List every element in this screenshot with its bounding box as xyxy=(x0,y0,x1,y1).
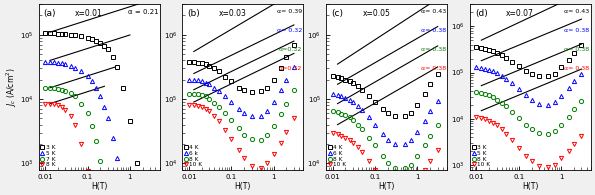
Legend: 4 K, 6 K, 8 K, 10 K: 4 K, 6 K, 8 K, 10 K xyxy=(328,144,347,168)
Legend: 3 K, 5 K, 8 K, 10 K: 3 K, 5 K, 8 K, 10 K xyxy=(472,144,491,168)
Text: α= 0.38: α= 0.38 xyxy=(421,28,446,33)
Y-axis label: $J_c$ (A/cm$^2$): $J_c$ (A/cm$^2$) xyxy=(4,67,18,107)
X-axis label: H(T): H(T) xyxy=(91,182,107,191)
Text: α= 0.32: α= 0.32 xyxy=(277,28,302,33)
Text: x=0.07: x=0.07 xyxy=(506,9,534,18)
X-axis label: H(T): H(T) xyxy=(234,182,251,191)
Text: (a): (a) xyxy=(43,9,56,18)
Text: α= 0.43: α= 0.43 xyxy=(421,9,446,14)
Text: α= 0.38: α= 0.38 xyxy=(565,28,590,33)
X-axis label: H(T): H(T) xyxy=(522,182,538,191)
Text: x=0.01: x=0.01 xyxy=(75,9,103,18)
Text: α= 0.38: α= 0.38 xyxy=(421,47,446,52)
Text: α= 0.38: α= 0.38 xyxy=(565,47,590,52)
Legend: 3 K, 5 K, 7 K, 8 K: 3 K, 5 K, 7 K, 8 K xyxy=(40,144,56,168)
Text: α= 0.38: α= 0.38 xyxy=(565,66,590,71)
Text: α= 0.43: α= 0.43 xyxy=(565,9,590,14)
X-axis label: H(T): H(T) xyxy=(378,182,395,191)
Text: (b): (b) xyxy=(187,9,200,18)
Text: α= 0.38: α= 0.38 xyxy=(421,66,446,71)
Text: x=0.05: x=0.05 xyxy=(362,9,390,18)
Text: (c): (c) xyxy=(331,9,343,18)
Text: α= 0.39: α= 0.39 xyxy=(277,9,302,14)
Legend: 4 K, 6 k, 8 K, 10 K: 4 K, 6 k, 8 K, 10 K xyxy=(184,144,203,168)
Text: α=0.32: α=0.32 xyxy=(279,47,302,52)
Text: α = 0.21: α = 0.21 xyxy=(128,9,158,15)
Text: (d): (d) xyxy=(475,9,487,18)
Text: x=0.03: x=0.03 xyxy=(219,9,246,18)
Text: α=0.32: α=0.32 xyxy=(279,66,302,71)
